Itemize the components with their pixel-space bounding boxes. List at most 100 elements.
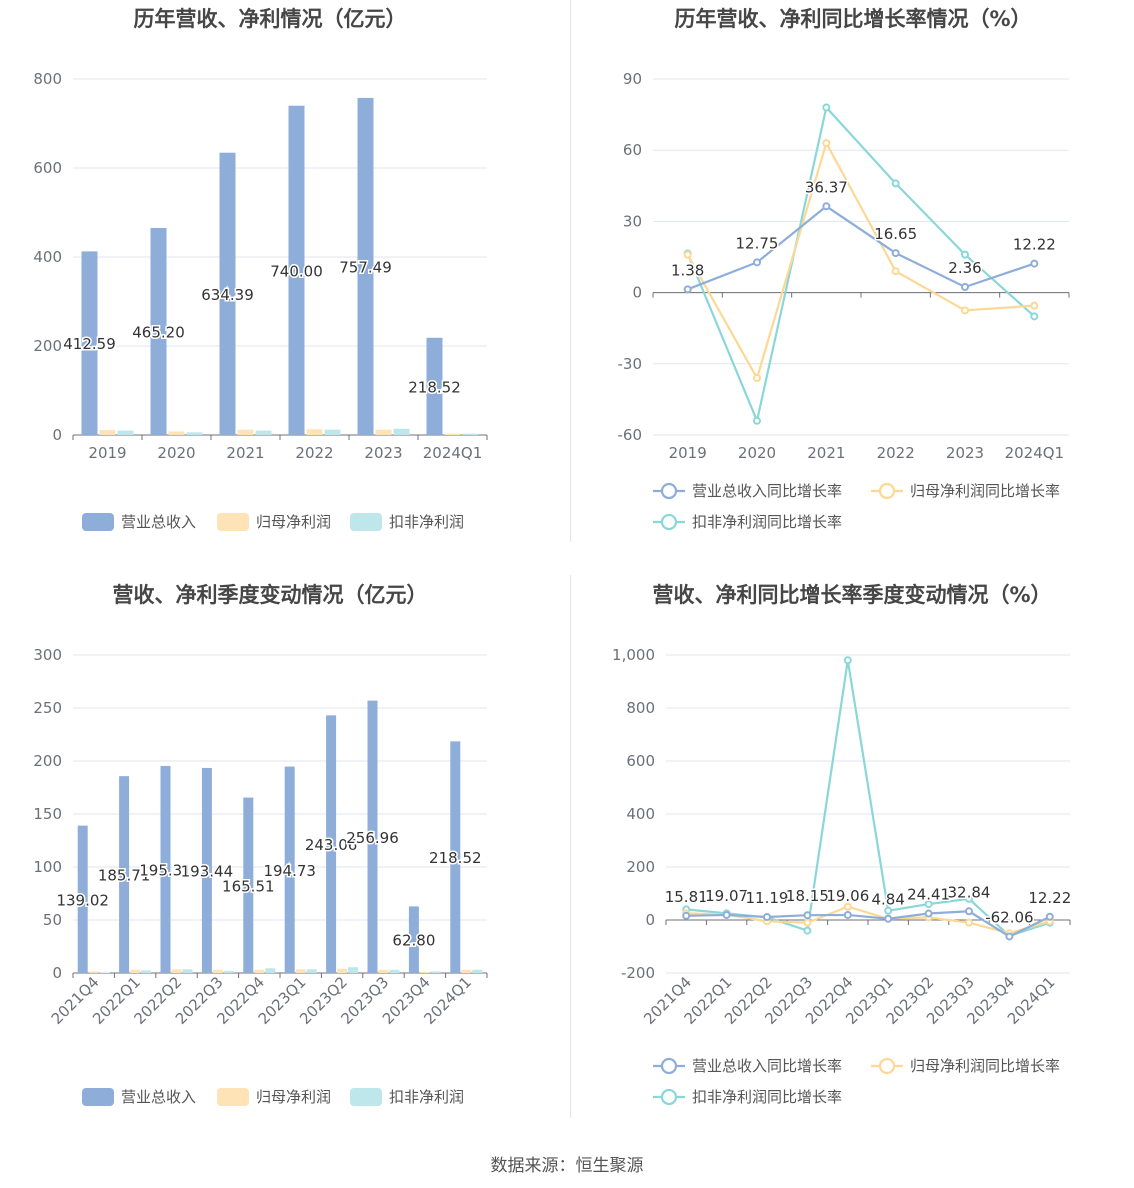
bar <box>324 429 341 435</box>
legend-label: 归母净利润 <box>256 1088 331 1106</box>
legend-swatch <box>217 1088 249 1106</box>
chart-title: 历年营收、净利同比增长率情况（%） <box>674 7 1031 31</box>
data-label: 62.80 <box>392 932 435 950</box>
series-line <box>687 204 1035 291</box>
y-tick-label: 100 <box>33 858 62 876</box>
data-label: 256.96 <box>346 829 399 847</box>
data-label: 165.51 <box>222 877 275 895</box>
data-label: 740.00 <box>270 262 323 280</box>
data-point <box>753 374 761 383</box>
bar <box>77 825 88 973</box>
data-point <box>961 282 969 291</box>
chart-title: 营收、净利季度变动情况（亿元） <box>113 583 428 607</box>
data-label: -62.06 <box>985 908 1033 926</box>
bar <box>171 969 182 973</box>
data-point <box>1030 312 1039 321</box>
data-label: 15.81 <box>665 888 708 906</box>
y-tick-label: 250 <box>33 699 62 717</box>
data-label: 185.71 <box>98 867 151 885</box>
legend-swatch <box>82 513 114 531</box>
data-label: 412.59 <box>63 335 116 353</box>
legend-marker <box>660 513 678 531</box>
data-point <box>1030 259 1039 268</box>
data-label: 194.73 <box>263 862 316 880</box>
legend-label: 扣非净利润 <box>389 1088 464 1106</box>
bar <box>223 970 234 973</box>
y-tick-label: 800 <box>33 70 62 88</box>
bar <box>367 700 378 973</box>
bar <box>306 429 323 435</box>
x-tick-label: 2024Q1 <box>1005 444 1065 462</box>
bar <box>450 741 461 973</box>
data-label: 24.41 <box>907 886 950 904</box>
bar <box>219 152 236 435</box>
bar <box>419 971 430 973</box>
bar <box>182 969 193 973</box>
x-tick-label: 2024Q1 <box>423 444 483 462</box>
quarterly-amount-chart: 营收、净利季度变动情况（亿元）0501001502002503002021Q42… <box>33 583 488 1106</box>
x-tick-label: 2023 <box>946 444 984 462</box>
series-line <box>686 140 1035 381</box>
data-point <box>682 911 691 920</box>
bar <box>150 227 167 435</box>
data-point <box>924 900 933 909</box>
legend-label: 营业总收入同比增长率 <box>692 1057 842 1075</box>
data-point <box>884 906 893 915</box>
data-label: 757.49 <box>339 258 392 276</box>
data-point <box>1005 932 1014 941</box>
data-label: 19.07 <box>705 887 748 905</box>
x-tick-label: 2021 <box>807 444 845 462</box>
y-tick-label: 90 <box>623 70 642 88</box>
data-point <box>803 926 812 935</box>
data-point <box>965 918 973 927</box>
x-tick-label: 2020 <box>738 444 776 462</box>
data-point <box>961 306 969 315</box>
data-label: 12.22 <box>1028 889 1071 907</box>
data-label: 36.37 <box>805 178 848 196</box>
chart-title: 历年营收、净利情况（亿元） <box>134 7 407 31</box>
data-point <box>803 911 812 920</box>
bar <box>393 428 410 435</box>
legend-marker <box>878 482 896 500</box>
data-label: 2.36 <box>948 259 981 277</box>
series-line <box>686 105 1036 425</box>
data-point <box>965 907 973 916</box>
x-tick-label: 2022 <box>295 444 333 462</box>
bar <box>117 430 134 435</box>
bar <box>130 969 141 973</box>
y-tick-label: 60 <box>623 141 642 159</box>
bar <box>255 430 272 435</box>
data-point <box>1030 301 1039 310</box>
x-tick-label: 2021 <box>226 444 264 462</box>
annual-growth-chart: 历年营收、净利同比增长率情况（%） -60 -30 0 30 60 90 2019 2020 20… <box>618 7 1070 531</box>
legend-label: 营业总收入 <box>121 1088 196 1106</box>
data-point <box>1045 912 1054 921</box>
y-tick-label: 200 <box>33 337 62 355</box>
legend-swatch <box>350 513 382 531</box>
legend-marker <box>660 1057 678 1075</box>
y-tick-label: -30 <box>618 355 643 373</box>
y-tick-label: 400 <box>626 805 655 823</box>
y-tick-label: 30 <box>623 212 642 230</box>
data-label: 218.52 <box>408 378 461 396</box>
legend-marker <box>878 1057 896 1075</box>
data-label: 12.22 <box>1013 236 1056 254</box>
data-label: 32.84 <box>948 883 991 901</box>
y-tick-label: -200 <box>621 964 655 982</box>
data-point <box>961 250 969 259</box>
bar <box>201 767 212 973</box>
data-label: 465.20 <box>132 323 185 341</box>
legend-label: 扣非净利润 <box>389 513 464 531</box>
bar <box>337 968 348 973</box>
y-tick-label: 400 <box>33 248 62 266</box>
data-point <box>891 267 900 276</box>
bar <box>462 433 479 435</box>
data-label: 139.02 <box>56 891 109 909</box>
data-label: 218.52 <box>429 849 482 867</box>
data-label: 11.19 <box>746 889 789 907</box>
data-point <box>924 909 933 918</box>
bar <box>160 765 171 973</box>
bar <box>378 969 389 973</box>
quarterly-growth-chart: 营收、净利同比增长率季度变动情况（%） -200 0 200 400 600 800 1,00… <box>612 583 1073 1106</box>
bar <box>119 776 130 973</box>
